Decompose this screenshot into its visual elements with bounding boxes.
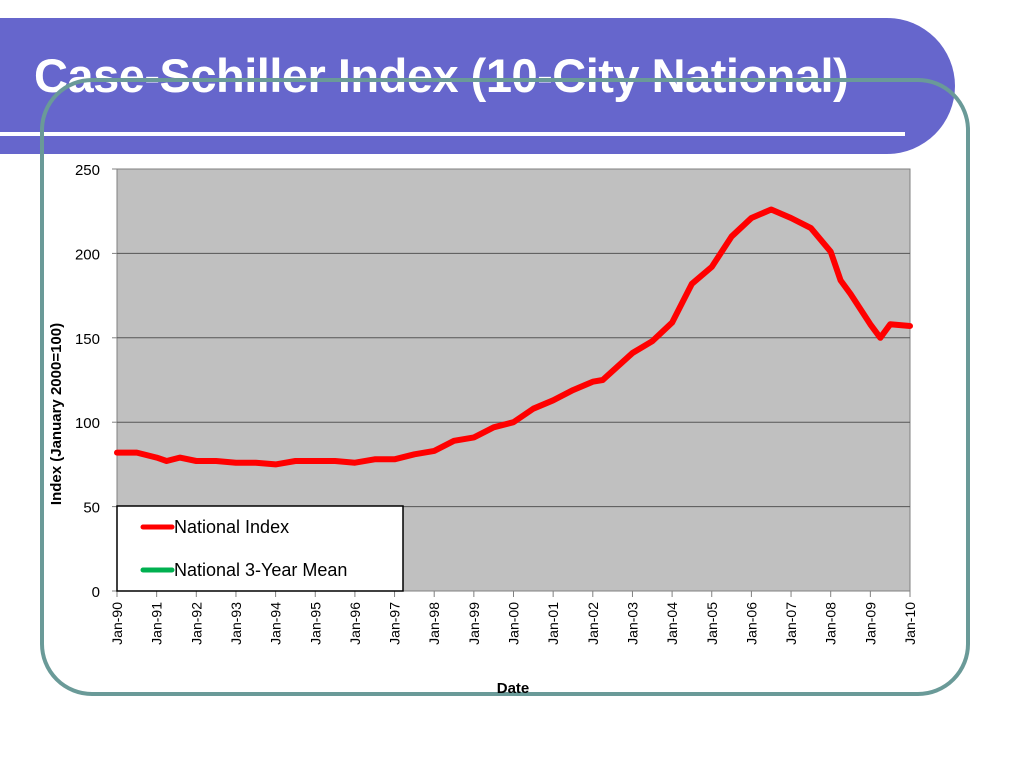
series-line-national-index — [114, 206, 913, 468]
x-tick-label: Jan-06 — [743, 602, 759, 645]
slide-title: Case-Schiller Index (10-City National) — [34, 49, 849, 102]
x-tick-label: Jan-91 — [149, 602, 165, 645]
x-tick-label: Jan-04 — [664, 602, 680, 645]
x-tick-label: Jan-98 — [426, 602, 442, 645]
x-tick-label: Jan-90 — [109, 602, 125, 645]
legend: National Index National 3-Year Mean — [116, 505, 404, 592]
x-ticks — [116, 591, 911, 597]
x-tick-label: Jan-02 — [585, 602, 601, 645]
x-tick-label: Jan-99 — [466, 602, 482, 645]
x-tick-label: Jan-00 — [506, 602, 522, 645]
x-tick-label: Jan-93 — [228, 602, 244, 645]
x-tick-label: Jan-03 — [624, 602, 640, 645]
title-band — [0, 18, 955, 154]
legend-label-3yr-mean: National 3-Year Mean — [174, 560, 347, 580]
y-tick-label: 200 — [75, 246, 100, 263]
x-tick-labels: Jan-90 Jan-91 Jan-92 Jan-93 Jan-94 Jan-95 Jan-… — [109, 602, 918, 645]
content-frame — [40, 78, 970, 696]
y-axis-label: Index (January 2000=100) — [48, 323, 65, 505]
x-tick-label: Jan-97 — [387, 602, 403, 645]
y-tick-labels: 0 50 100 150 200 250 — [75, 162, 117, 601]
x-tick-label: Jan-96 — [347, 602, 363, 645]
x-tick-label: Jan-07 — [783, 602, 799, 645]
y-tick-label: 50 — [83, 500, 100, 517]
x-tick-label: Jan-94 — [268, 602, 284, 645]
x-axis-label: Date — [497, 680, 530, 697]
x-tick-label: Jan-05 — [704, 602, 720, 645]
legend-label-national-index: National Index — [174, 517, 289, 537]
x-tick-label: Jan-92 — [188, 602, 204, 645]
legend-box — [116, 505, 404, 592]
x-tick-label: Jan-10 — [902, 602, 918, 645]
y-tick-label: 100 — [75, 415, 100, 432]
x-tick-label: Jan-09 — [862, 602, 878, 645]
y-tick-label: 0 — [92, 584, 100, 601]
x-tick-label: Jan-08 — [823, 602, 839, 645]
title-underline — [0, 132, 905, 136]
x-tick-label: Jan-95 — [307, 602, 323, 645]
y-tick-label: 250 — [75, 162, 100, 179]
x-tick-label: Jan-01 — [545, 602, 561, 645]
y-tick-label: 150 — [75, 331, 100, 348]
